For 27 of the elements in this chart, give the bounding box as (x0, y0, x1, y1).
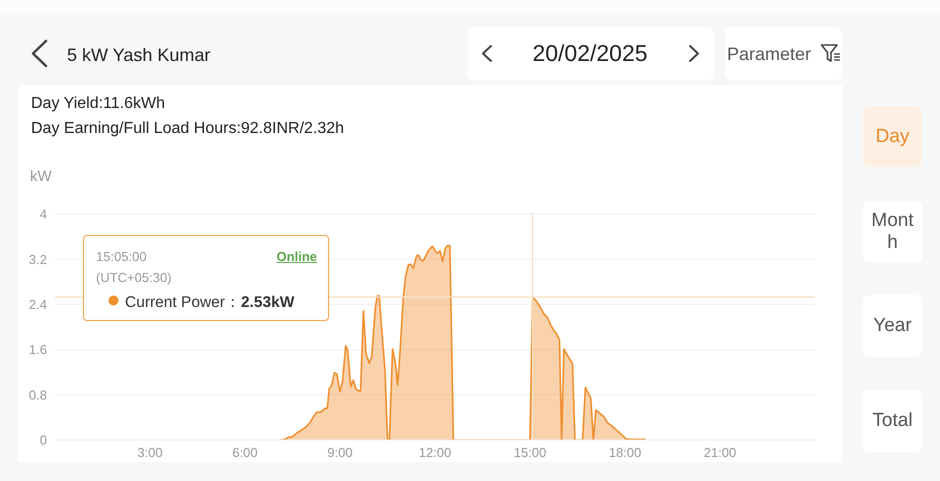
text: Parameter (727, 44, 812, 64)
tab-button: Day (863, 106, 922, 167)
x-tick-label: 21:00 (704, 445, 736, 460)
x-tick-label: 12:00 (418, 445, 452, 460)
annotation: Online (276, 249, 317, 264)
x-tick-label: 18:00 (608, 445, 642, 460)
y-axis-title: kW (30, 168, 52, 185)
chart-title: 5 kW Yash Kumar (67, 45, 210, 65)
annotation: (UTC+05:30) (96, 270, 172, 285)
tab-button: Year (863, 295, 922, 357)
x-tick-label: 3:00 (137, 445, 163, 460)
y-tick-label: 0 (40, 432, 47, 448)
x-tick-label: 9:00 (327, 445, 353, 460)
y-tick-label: 4 (40, 206, 47, 222)
text: Day Yield:11.6kWh (31, 95, 165, 112)
x-tick-label: 15:00 (514, 445, 546, 460)
y-tick-label: 0.8 (28, 387, 47, 402)
tab-button: Month (863, 201, 922, 262)
annotation: 15:05:00 (96, 249, 147, 264)
tab-button: Total (863, 390, 922, 452)
text: Day Earning/Full Load Hours:92.8INR/2.32h (31, 120, 344, 137)
annotation: Current Power：2.53kW (125, 294, 294, 311)
chart-subtitle: 20/02/2025 (532, 40, 648, 66)
y-tick-label: 2.4 (28, 297, 47, 312)
x-tick-label: 6:00 (232, 445, 258, 460)
y-tick-label: 1.6 (28, 342, 47, 358)
y-tick-label: 3.2 (28, 252, 47, 267)
